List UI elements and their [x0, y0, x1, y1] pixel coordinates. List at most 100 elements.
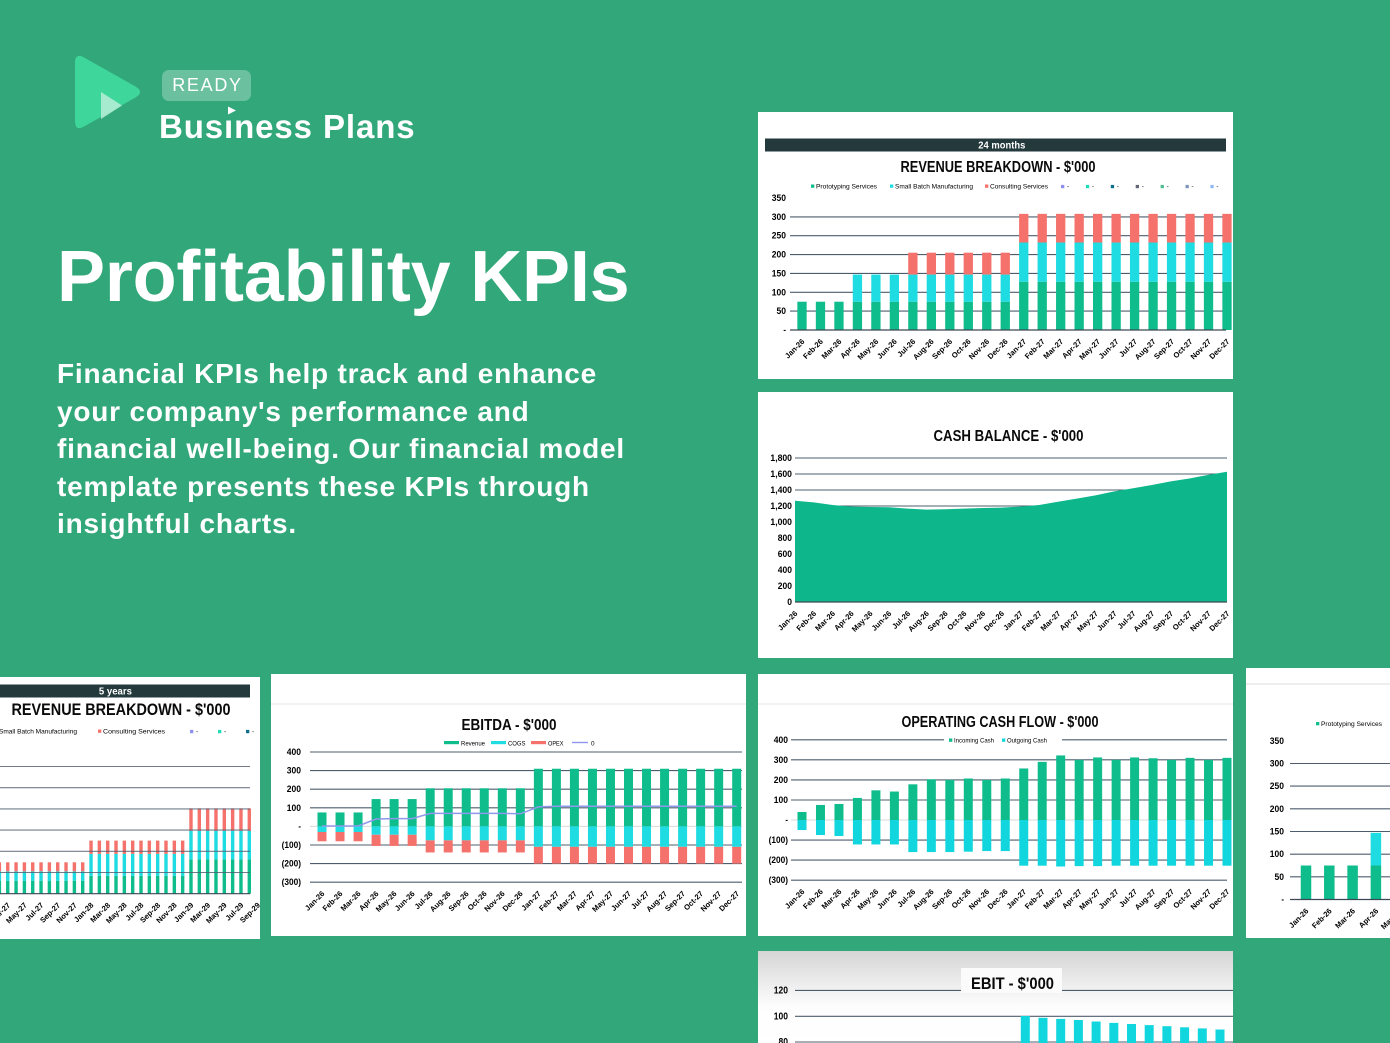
svg-text:Mar-27: Mar-27 [1041, 887, 1065, 911]
svg-text:Mar-27: Mar-27 [1039, 609, 1063, 633]
svg-text:Jun-26: Jun-26 [393, 889, 417, 913]
svg-text:200: 200 [772, 250, 786, 260]
svg-text:Consulting Services: Consulting Services [103, 729, 165, 736]
svg-text:May-26: May-26 [1379, 907, 1390, 932]
svg-text:Dec-26: Dec-26 [501, 889, 525, 913]
svg-text:Aug-27: Aug-27 [1132, 609, 1157, 634]
svg-text:-: - [1067, 184, 1069, 191]
svg-text:150: 150 [772, 268, 786, 278]
svg-text:-: - [1281, 895, 1284, 905]
svg-text:-: - [1142, 184, 1144, 191]
svg-text:Mar-26: Mar-26 [813, 609, 837, 633]
svg-text:1,000: 1,000 [770, 517, 792, 527]
svg-text:(100): (100) [769, 835, 788, 845]
svg-text:Jun-26: Jun-26 [870, 609, 894, 633]
svg-text:Aug-27: Aug-27 [1133, 337, 1158, 362]
svg-text:Sep-26: Sep-26 [447, 889, 471, 913]
svg-text:Feb-27: Feb-27 [1020, 609, 1044, 633]
svg-text:-: - [1216, 184, 1218, 191]
svg-text:May-26: May-26 [856, 337, 881, 362]
svg-text:(100): (100) [282, 840, 301, 850]
svg-text:Mar-26: Mar-26 [820, 337, 844, 361]
svg-text:1,200: 1,200 [770, 501, 792, 511]
svg-text:(200): (200) [282, 859, 301, 869]
svg-text:50: 50 [1275, 872, 1285, 882]
svg-text:350: 350 [1270, 736, 1284, 746]
svg-text:OPEX: OPEX [548, 741, 564, 748]
svg-text:Dec-26: Dec-26 [986, 887, 1010, 911]
svg-text:Aug-26: Aug-26 [911, 337, 936, 362]
svg-text:Mar-26: Mar-26 [1333, 907, 1357, 931]
svg-text:Aug-26: Aug-26 [906, 609, 931, 634]
svg-text:Apr-26: Apr-26 [1357, 907, 1380, 930]
svg-text:300: 300 [287, 766, 301, 776]
svg-text:Prototyping Services: Prototyping Services [816, 184, 877, 191]
svg-text:May-27: May-27 [1077, 337, 1102, 362]
svg-text:120: 120 [774, 985, 789, 996]
svg-text:Sep-26: Sep-26 [930, 887, 954, 911]
svg-text:Dec-27: Dec-27 [1207, 887, 1231, 911]
svg-text:Sep-27: Sep-27 [1152, 337, 1176, 361]
svg-text:Dec-27: Dec-27 [1207, 609, 1231, 633]
svg-text:1,800: 1,800 [770, 453, 792, 463]
svg-text:250: 250 [772, 231, 786, 241]
svg-text:80: 80 [779, 1037, 789, 1043]
svg-text:Outgoing Cash: Outgoing Cash [1007, 738, 1047, 745]
svg-text:Jun-27: Jun-27 [609, 889, 633, 913]
svg-text:Sep-26: Sep-26 [926, 609, 950, 633]
svg-text:150: 150 [1270, 827, 1284, 837]
svg-text:Dec-27: Dec-27 [1207, 337, 1231, 361]
svg-text:Jan-26: Jan-26 [1287, 907, 1310, 930]
svg-text:100: 100 [287, 803, 301, 813]
svg-text:May-26: May-26 [856, 887, 881, 912]
svg-text:400: 400 [287, 747, 301, 757]
svg-text:(200): (200) [769, 855, 788, 865]
svg-text:300: 300 [772, 212, 786, 222]
svg-text:200: 200 [778, 581, 792, 591]
svg-text:-: - [252, 729, 254, 736]
svg-text:0: 0 [591, 741, 595, 748]
svg-text:5 years: 5 years [99, 686, 132, 698]
svg-text:400: 400 [774, 735, 788, 745]
svg-text:100: 100 [774, 795, 788, 805]
svg-text:Aug-26: Aug-26 [911, 887, 936, 912]
svg-text:50: 50 [777, 306, 787, 316]
svg-text:Sep-27: Sep-27 [663, 889, 687, 913]
svg-text:Sep-26: Sep-26 [930, 337, 954, 361]
svg-text:200: 200 [287, 784, 301, 794]
svg-text:May-27: May-27 [1075, 609, 1100, 634]
svg-text:(300): (300) [282, 877, 301, 887]
svg-text:200: 200 [1270, 804, 1284, 814]
svg-text:-: - [1092, 184, 1094, 191]
svg-text:Mar-26: Mar-26 [820, 887, 844, 911]
svg-text:800: 800 [778, 533, 792, 543]
svg-text:May-26: May-26 [850, 609, 875, 634]
svg-text:CASH BALANCE - $'000: CASH BALANCE - $'000 [934, 428, 1084, 445]
svg-text:600: 600 [778, 549, 792, 559]
svg-text:100: 100 [774, 1011, 789, 1022]
svg-text:-: - [224, 729, 226, 736]
svg-text:1,600: 1,600 [770, 469, 792, 479]
svg-text:Aug-27: Aug-27 [1133, 887, 1158, 912]
svg-text:24 months: 24 months [978, 140, 1025, 152]
svg-text:Revenue: Revenue [461, 741, 485, 748]
svg-text:100: 100 [1270, 849, 1284, 859]
svg-text:Nov-27: Nov-27 [1188, 609, 1212, 633]
svg-text:Sep-27: Sep-27 [1152, 887, 1176, 911]
svg-text:Mar-27: Mar-27 [1041, 337, 1065, 361]
svg-text:-: - [783, 325, 786, 335]
svg-text:-: - [298, 821, 301, 831]
svg-text:Jun-27: Jun-27 [1095, 609, 1119, 633]
svg-text:-: - [1117, 184, 1119, 191]
svg-text:300: 300 [774, 755, 788, 765]
svg-text:100: 100 [772, 287, 786, 297]
svg-text:350: 350 [772, 193, 786, 203]
svg-text:-: - [1192, 184, 1194, 191]
svg-text:Dec-26: Dec-26 [982, 609, 1006, 633]
svg-text:Small Batch Manufacturing: Small Batch Manufacturing [0, 729, 77, 736]
svg-text:EBIT - $'000: EBIT - $'000 [971, 975, 1054, 993]
svg-text:Prototyping Services: Prototyping Services [1321, 721, 1382, 728]
svg-text:-: - [785, 815, 788, 825]
svg-text:-: - [196, 729, 198, 736]
svg-text:Jun-27: Jun-27 [1097, 337, 1121, 361]
